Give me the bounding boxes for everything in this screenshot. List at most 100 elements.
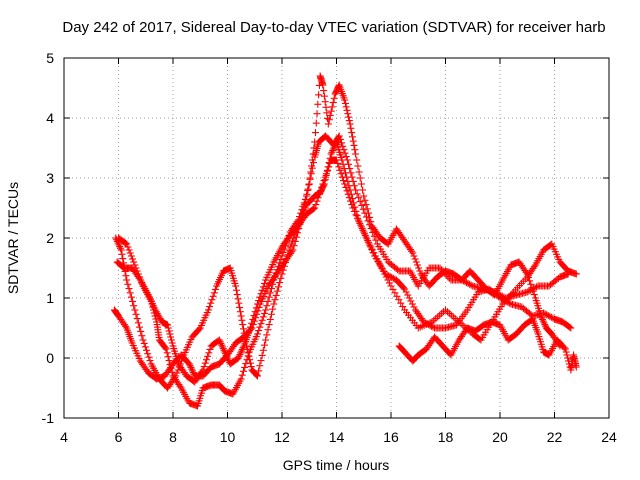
x-tick-label: 18 bbox=[438, 429, 454, 445]
data-point bbox=[167, 336, 175, 344]
data-point bbox=[315, 91, 323, 99]
data-point bbox=[409, 249, 417, 257]
data-point bbox=[340, 177, 348, 185]
y-tick-label: 3 bbox=[46, 170, 54, 186]
data-point bbox=[352, 150, 360, 158]
data-point bbox=[205, 349, 213, 357]
data-point bbox=[206, 303, 214, 311]
data-point bbox=[522, 268, 530, 276]
data-point bbox=[289, 246, 297, 254]
data-point bbox=[352, 186, 360, 194]
data-point bbox=[344, 190, 352, 198]
data-point bbox=[345, 160, 353, 168]
data-point bbox=[127, 293, 135, 301]
data-point bbox=[123, 240, 131, 248]
data-point bbox=[360, 192, 368, 200]
data-point bbox=[326, 111, 334, 119]
data-point bbox=[248, 324, 256, 332]
data-point bbox=[336, 135, 344, 143]
data-point bbox=[385, 279, 393, 287]
data-point bbox=[338, 139, 346, 147]
data-point bbox=[308, 156, 316, 164]
data-point bbox=[527, 280, 535, 288]
data-point bbox=[350, 182, 358, 190]
data-point bbox=[122, 322, 130, 330]
data-point bbox=[256, 362, 264, 370]
data-point bbox=[236, 303, 244, 311]
data-point bbox=[547, 313, 555, 321]
data-point bbox=[258, 351, 266, 359]
data-point bbox=[126, 289, 134, 297]
data-point bbox=[122, 272, 130, 280]
data-point bbox=[372, 236, 380, 244]
data-point bbox=[341, 99, 349, 107]
data-point bbox=[131, 261, 139, 269]
data-point bbox=[163, 349, 171, 357]
data-point bbox=[303, 190, 311, 198]
data-point bbox=[236, 308, 244, 316]
data-point bbox=[204, 306, 212, 314]
data-point bbox=[424, 321, 432, 329]
data-point bbox=[290, 242, 298, 250]
data-point bbox=[345, 113, 353, 121]
data-point bbox=[321, 173, 329, 181]
data-point bbox=[134, 319, 142, 327]
data-point bbox=[543, 311, 551, 319]
data-point bbox=[296, 220, 304, 228]
data-point bbox=[288, 248, 296, 256]
chart-title: Day 242 of 2017, Sidereal Day-to-day VTE… bbox=[62, 19, 605, 36]
data-point bbox=[566, 323, 574, 331]
axis-ticks bbox=[63, 57, 610, 419]
data-point bbox=[530, 291, 538, 299]
data-point bbox=[277, 255, 285, 263]
data-point bbox=[274, 283, 282, 291]
data-point bbox=[237, 375, 245, 383]
data-point bbox=[502, 297, 510, 305]
data-point bbox=[263, 302, 271, 310]
data-point bbox=[416, 267, 424, 275]
data-point bbox=[122, 239, 130, 247]
data-point bbox=[410, 303, 418, 311]
data-point bbox=[388, 273, 396, 281]
data-point bbox=[311, 204, 319, 212]
data-point bbox=[304, 185, 312, 193]
series-track-2 bbox=[113, 156, 575, 386]
data-point bbox=[426, 321, 434, 329]
data-point bbox=[463, 279, 471, 287]
data-point bbox=[255, 327, 263, 335]
data-point bbox=[343, 106, 351, 114]
data-point bbox=[348, 201, 356, 209]
data-point bbox=[361, 196, 369, 204]
data-point bbox=[353, 190, 361, 198]
data-point bbox=[357, 221, 365, 229]
data-point bbox=[349, 137, 357, 145]
data-point bbox=[264, 297, 272, 305]
data-point bbox=[118, 250, 126, 258]
data-point bbox=[350, 207, 358, 215]
data-point bbox=[342, 153, 350, 161]
data-point bbox=[260, 279, 268, 287]
data-point bbox=[504, 298, 512, 306]
data-point bbox=[564, 270, 572, 278]
data-point bbox=[262, 336, 270, 344]
x-tick-label: 8 bbox=[169, 429, 177, 445]
data-point bbox=[345, 117, 353, 125]
data-point bbox=[220, 346, 228, 354]
data-point bbox=[348, 173, 356, 181]
data-point bbox=[217, 339, 225, 347]
data-point bbox=[423, 320, 431, 328]
data-point bbox=[310, 205, 318, 213]
data-point bbox=[540, 319, 548, 327]
data-point bbox=[298, 211, 306, 219]
data-point bbox=[238, 345, 246, 353]
data-point bbox=[357, 223, 365, 231]
data-point bbox=[353, 156, 361, 164]
data-point bbox=[239, 367, 247, 375]
data-point bbox=[310, 144, 318, 152]
data-point bbox=[306, 174, 314, 182]
data-point bbox=[130, 302, 138, 310]
data-point bbox=[125, 285, 133, 293]
data-point bbox=[166, 330, 174, 338]
data-point bbox=[343, 187, 351, 195]
data-point bbox=[526, 277, 534, 285]
